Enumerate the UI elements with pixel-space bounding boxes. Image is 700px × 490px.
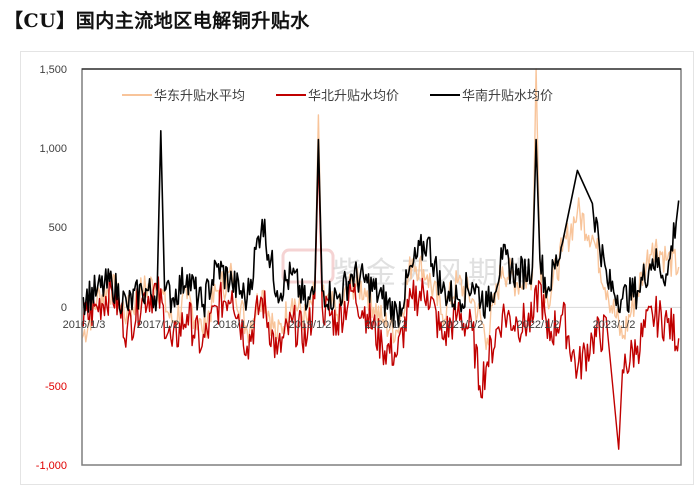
legend-item-north[interactable]: 华北升贴水均价 [276,89,399,104]
y-axis: 1,500 1,000 500 0 -500 -1,000 [36,64,67,472]
series-line-north [81,153,680,450]
legend-label: 华北升贴水均价 [308,89,399,104]
series-layer [81,68,680,450]
x-tick-label: 2021/1/2 [441,319,484,331]
x-axis: 2016/1/3 2017/1/2 2018/1/2 2019/1/2 2020… [63,319,636,331]
chart-title: 【CU】国内主流地区电解铜升贴水 [4,10,310,32]
x-tick-label: 2023/1/2 [593,319,636,331]
x-tick-label: 2018/1/2 [213,319,256,331]
x-tick-label: 2020/1/2 [365,319,408,331]
legend: 华东升贴水平均 华北升贴水均价 华南升贴水均价 [122,88,553,104]
series-line-east [81,68,680,351]
y-tick-label: 1,000 [39,143,67,155]
y-tick-label: 0 [61,302,67,314]
legend-item-east[interactable]: 华东升贴水平均 [122,89,245,104]
watermark-logo-icon [281,248,335,284]
y-tick-label: -1,000 [36,460,67,472]
x-tick-label: 2016/1/3 [63,319,106,331]
series-line-south [81,130,680,329]
legend-item-south[interactable]: 华南升贴水均价 [430,88,553,104]
y-tick-label: 1,500 [39,64,67,76]
x-tick-label: 2019/1/2 [289,319,332,331]
x-tick-label: 2022/1/2 [517,319,560,331]
legend-label: 华东升贴水平均 [154,89,245,104]
legend-label: 华南升贴水均价 [462,88,553,104]
x-tick-label: 2017/1/2 [137,319,180,331]
y-tick-label: 500 [49,222,67,234]
y-tick-label: -500 [45,381,67,393]
